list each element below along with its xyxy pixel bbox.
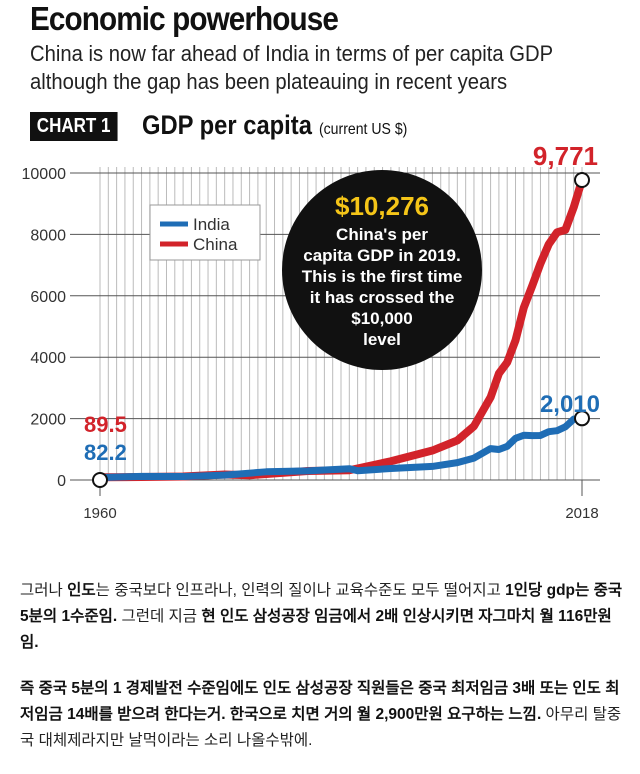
text-run: 인도: [67, 582, 96, 599]
x-tick-label: 1960: [83, 505, 116, 522]
annotation-text: $10,000: [351, 309, 412, 328]
legend-label: China: [193, 235, 238, 254]
y-tick-label: 6000: [30, 289, 66, 306]
annotation-text: it has crossed the: [310, 288, 455, 307]
paragraph-1: 그러나 인도는 중국보다 인프라나, 인력의 질이나 교육수준도 모두 떨어지고…: [20, 578, 630, 656]
legend-box: [149, 204, 261, 261]
annotation-text: level: [363, 330, 401, 349]
headline: Economic powerhouse: [30, 0, 339, 37]
gdp-chart: 0 2000 4000 6000 8000 10000 1960 2018 $10,276 Chi…: [22, 141, 600, 522]
start-marker: [92, 472, 108, 488]
chart-badge: CHART 1: [30, 112, 118, 141]
text-run: 1인당 gdp는 중국 5분의 1수준임.: [20, 582, 623, 625]
endpoint-marker-india: [574, 410, 590, 427]
annotation-value: $10,276: [335, 191, 429, 221]
subtitle: China is now far ahead of India in terms…: [30, 41, 554, 94]
legend-label: India: [193, 215, 230, 234]
y-tick-label: 4000: [30, 350, 66, 367]
y-tick-label: 10000: [22, 166, 67, 183]
india-end-label: 2,010: [540, 391, 600, 418]
text-run: 그런데 지금: [117, 608, 202, 625]
india-start-label: 82.2: [84, 440, 127, 465]
annotation-text: This is the first time: [302, 267, 463, 286]
y-tick-label: 2000: [30, 412, 66, 429]
text-run: 현 인도 삼성공장 임금에서 2배 인상시키면 자그마치 월 116만원임.: [20, 608, 612, 651]
commentary: 그러나 인도는 중국보다 인프라나, 인력의 질이나 교육수준도 모두 떨어지고…: [20, 578, 630, 774]
chart-title: GDP per capita (current US $): [142, 110, 408, 140]
series-line-india: [99, 414, 583, 481]
china-end-label: 9,771: [533, 141, 598, 171]
text-run: 아무리 탈중국 대체제라지만 날먹이라는 소리 나올수밖에.: [20, 706, 622, 749]
text-run: 는 중국보다 인프라나, 인력의 질이나 교육수준도 모두 떨어지고: [95, 582, 506, 599]
annotation-text: capita GDP in 2019.: [303, 246, 460, 265]
chart-unit: (current US $): [318, 121, 408, 138]
text-run: 즉 중국 5분의 1 경제발전 수준임에도 인도 삼성공장 직원들은 중국 최저…: [20, 680, 620, 723]
y-tick-label: 0: [57, 473, 66, 490]
china-start-label: 89.5: [84, 412, 127, 437]
y-tick-label: 8000: [30, 227, 66, 244]
endpoint-marker-china: [574, 172, 590, 189]
annotation-text: China's per: [336, 225, 428, 244]
x-tick-label: 2018: [565, 505, 598, 522]
text-run: 그러나: [20, 582, 68, 599]
annotation-circle: [282, 170, 482, 370]
paragraph-2: 즉 중국 5분의 1 경제발전 수준임에도 인도 삼성공장 직원들은 중국 최저…: [20, 676, 630, 754]
